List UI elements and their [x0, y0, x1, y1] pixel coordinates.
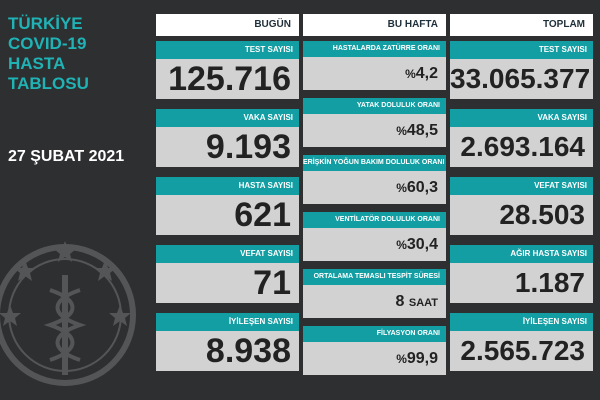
today-case-card: VAKA SAYISI 9.193: [156, 109, 299, 167]
week-column-header: BU HAFTA: [303, 14, 446, 36]
today-test-card: TEST SAYISI 125.716: [156, 41, 299, 99]
total-test-card: TEST SAYISI 33.065.377: [450, 41, 593, 99]
total-column-header: TOPLAM: [450, 14, 593, 36]
card-label: İYİLEŞEN SAYISI: [450, 313, 593, 331]
value-number: 60,3: [406, 179, 438, 196]
today-death-card: VEFAT SAYISI 71: [156, 245, 299, 303]
today-column: BUGÜN TEST SAYISI 125.716 VAKA SAYISI 9.…: [156, 14, 299, 371]
card-label: TEST SAYISI: [156, 41, 299, 59]
week-contact-time-card: ORTALAMA TEMASLI TESPİT SÜRESİ 8 SAAT: [303, 269, 446, 318]
card-value: %30,4: [303, 228, 446, 261]
card-label: İYİLEŞEN SAYISI: [156, 313, 299, 331]
card-label: ORTALAMA TEMASLI TESPİT SÜRESİ: [303, 269, 446, 285]
card-label: YATAK DOLULUK ORANI: [303, 98, 446, 114]
card-label: TEST SAYISI: [450, 41, 593, 59]
today-patient-card: HASTA SAYISI 621: [156, 177, 299, 235]
title-line-3: HASTA: [8, 54, 66, 73]
card-value: 1.187: [450, 263, 593, 303]
card-label: ERİŞKİN YOĞUN BAKIM DOLULUK ORANI: [303, 155, 446, 171]
title-line-2: COVID-19: [8, 34, 87, 53]
total-recovered-card: İYİLEŞEN SAYISI 2.565.723: [450, 313, 593, 371]
card-value: 125.716: [156, 59, 299, 99]
value-number: 30,4: [406, 236, 438, 253]
week-icu-card: ERİŞKİN YOĞUN BAKIM DOLULUK ORANI %60,3: [303, 155, 446, 204]
total-death-card: VEFAT SAYISI 28.503: [450, 177, 593, 235]
card-label: VAKA SAYISI: [156, 109, 299, 127]
card-value: %48,5: [303, 114, 446, 147]
today-column-header: BUGÜN: [156, 14, 299, 36]
report-date: 27 ŞUBAT 2021: [8, 148, 125, 165]
week-bed-card: YATAK DOLULUK ORANI %48,5: [303, 98, 446, 147]
card-label: HASTA SAYISI: [156, 177, 299, 195]
week-ventilator-card: VENTİLATÖR DOLULUK ORANI %30,4: [303, 212, 446, 261]
value-number: 4,2: [415, 65, 438, 82]
card-label: VAKA SAYISI: [450, 109, 593, 127]
ministry-of-health-emblem-icon: [0, 241, 136, 386]
card-value: 28.503: [450, 195, 593, 235]
total-critical-card: AĞIR HASTA SAYISI 1.187: [450, 245, 593, 303]
card-value: 621: [156, 195, 299, 235]
percent-prefix: %: [396, 124, 407, 138]
percent-prefix: %: [396, 352, 407, 366]
card-value: 71: [156, 263, 299, 303]
card-value: %60,3: [303, 171, 446, 204]
card-value: 33.065.377: [450, 59, 593, 99]
card-value: %99,9: [303, 342, 446, 375]
card-value: 8 SAAT: [303, 285, 446, 318]
percent-prefix: %: [405, 67, 416, 81]
card-value: 2.565.723: [450, 331, 593, 371]
week-filiation-card: FİLYASYON ORANI %99,9: [303, 326, 446, 375]
percent-prefix: %: [396, 181, 407, 195]
value-number: 99,9: [406, 350, 438, 367]
title-line-4: TABLOSU: [8, 74, 89, 93]
value-number: 8: [395, 293, 405, 310]
card-value: 2.693.164: [450, 127, 593, 167]
week-pneumonia-card: HASTALARDA ZATÜRRE ORANI %4,2: [303, 41, 446, 90]
value-unit: SAAT: [408, 297, 438, 309]
total-case-card: VAKA SAYISI 2.693.164: [450, 109, 593, 167]
card-label: VENTİLATÖR DOLULUK ORANI: [303, 212, 446, 228]
card-value: %4,2: [303, 57, 446, 90]
page-title: TÜRKİYE COVID-19 HASTA TABLOSU: [8, 14, 89, 94]
card-label: VEFAT SAYISI: [156, 245, 299, 263]
card-value: 9.193: [156, 127, 299, 167]
card-label: AĞIR HASTA SAYISI: [450, 245, 593, 263]
week-column: BU HAFTA HASTALARDA ZATÜRRE ORANI %4,2 Y…: [303, 14, 446, 375]
card-label: VEFAT SAYISI: [450, 177, 593, 195]
value-number: 48,5: [406, 122, 438, 139]
total-column: TOPLAM TEST SAYISI 33.065.377 VAKA SAYIS…: [450, 14, 593, 371]
title-line-1: TÜRKİYE: [8, 14, 83, 33]
today-recovered-card: İYİLEŞEN SAYISI 8.938: [156, 313, 299, 371]
card-value: 8.938: [156, 331, 299, 371]
card-label: HASTALARDA ZATÜRRE ORANI: [303, 41, 446, 57]
percent-prefix: %: [396, 238, 407, 252]
card-label: FİLYASYON ORANI: [303, 326, 446, 342]
